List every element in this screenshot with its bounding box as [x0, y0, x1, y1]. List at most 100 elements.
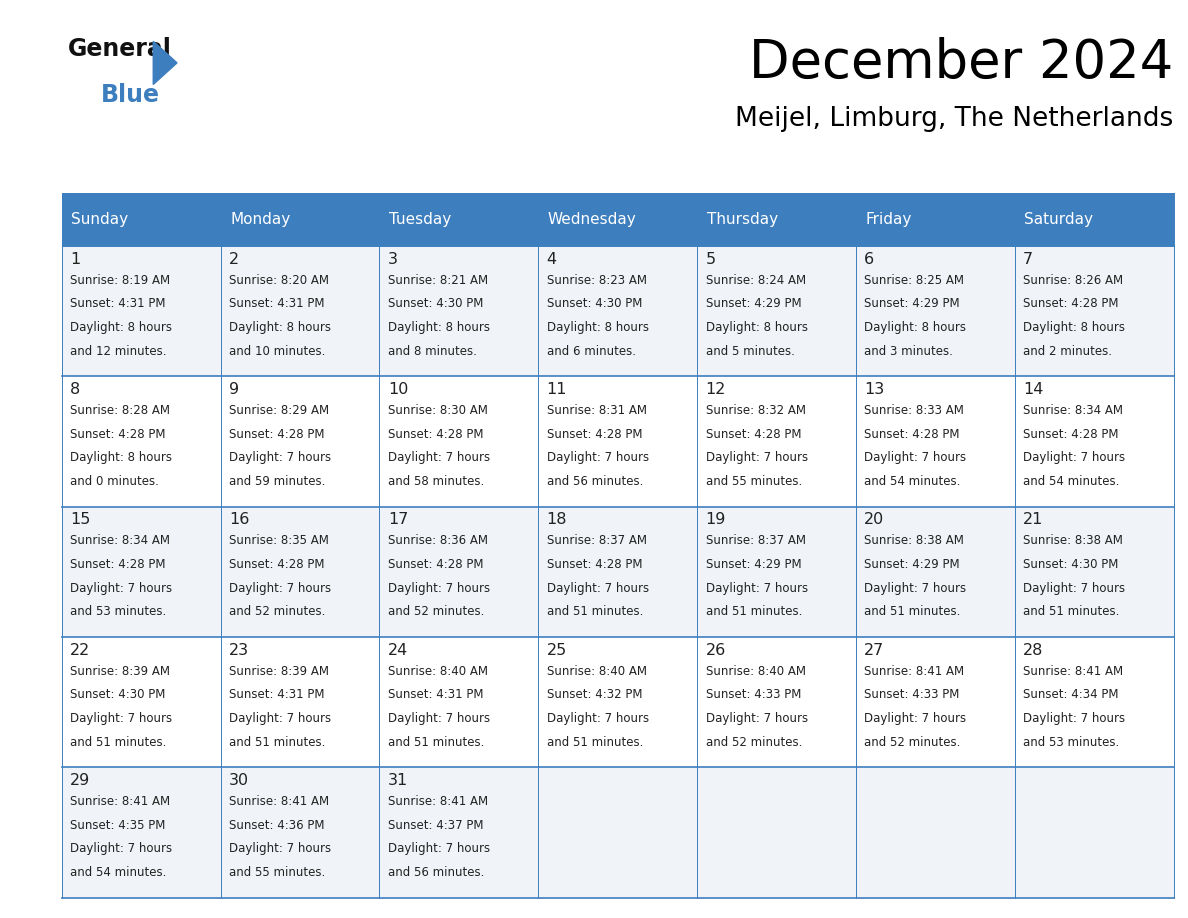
Text: Sunset: 4:29 PM: Sunset: 4:29 PM	[865, 297, 960, 310]
Bar	[379, 246, 538, 376]
Text: and 51 minutes.: and 51 minutes.	[1023, 605, 1119, 619]
Text: Sunrise: 8:25 AM: Sunrise: 8:25 AM	[865, 274, 965, 286]
Text: December 2024: December 2024	[750, 37, 1174, 89]
Text: Daylight: 7 hours: Daylight: 7 hours	[387, 452, 489, 465]
Text: Sunrise: 8:34 AM: Sunrise: 8:34 AM	[70, 534, 170, 547]
Text: Daylight: 7 hours: Daylight: 7 hours	[865, 452, 967, 465]
Text: Sunset: 4:28 PM: Sunset: 4:28 PM	[546, 428, 643, 441]
Bar	[62, 376, 221, 507]
Text: 23: 23	[229, 643, 249, 657]
Text: Daylight: 8 hours: Daylight: 8 hours	[546, 321, 649, 334]
Text: 2: 2	[229, 252, 239, 266]
Text: 12: 12	[706, 382, 726, 397]
Bar	[1015, 637, 1174, 767]
Text: Sunset: 4:28 PM: Sunset: 4:28 PM	[546, 558, 643, 571]
Text: Daylight: 7 hours: Daylight: 7 hours	[706, 452, 808, 465]
Text: and 52 minutes.: and 52 minutes.	[387, 605, 485, 619]
Bar	[62, 637, 221, 767]
Bar	[62, 767, 221, 898]
Text: Daylight: 7 hours: Daylight: 7 hours	[865, 712, 967, 725]
Bar	[538, 507, 697, 637]
Text: Sunrise: 8:32 AM: Sunrise: 8:32 AM	[706, 404, 805, 417]
Text: and 51 minutes.: and 51 minutes.	[706, 605, 802, 619]
Text: Sunrise: 8:37 AM: Sunrise: 8:37 AM	[706, 534, 805, 547]
Text: and 52 minutes.: and 52 minutes.	[706, 735, 802, 749]
Text: Sunrise: 8:41 AM: Sunrise: 8:41 AM	[70, 795, 170, 808]
Bar	[379, 637, 538, 767]
Text: Daylight: 8 hours: Daylight: 8 hours	[229, 321, 331, 334]
Text: Sunrise: 8:34 AM: Sunrise: 8:34 AM	[1023, 404, 1123, 417]
Text: Sunset: 4:31 PM: Sunset: 4:31 PM	[70, 297, 165, 310]
Text: and 2 minutes.: and 2 minutes.	[1023, 344, 1112, 358]
Bar	[697, 193, 857, 246]
Text: and 51 minutes.: and 51 minutes.	[387, 735, 485, 749]
Text: and 55 minutes.: and 55 minutes.	[706, 475, 802, 488]
Text: Meijel, Limburg, The Netherlands: Meijel, Limburg, The Netherlands	[735, 106, 1174, 131]
Text: Sunset: 4:34 PM: Sunset: 4:34 PM	[1023, 688, 1119, 701]
Text: Daylight: 7 hours: Daylight: 7 hours	[229, 452, 331, 465]
Text: Sunrise: 8:36 AM: Sunrise: 8:36 AM	[387, 534, 488, 547]
Text: and 52 minutes.: and 52 minutes.	[229, 605, 326, 619]
Text: Sunrise: 8:38 AM: Sunrise: 8:38 AM	[865, 534, 965, 547]
Bar	[697, 376, 857, 507]
Bar	[1015, 376, 1174, 507]
Text: and 8 minutes.: and 8 minutes.	[387, 344, 476, 358]
Text: 10: 10	[387, 382, 409, 397]
Text: 11: 11	[546, 382, 567, 397]
Text: and 51 minutes.: and 51 minutes.	[70, 735, 166, 749]
Bar	[221, 507, 379, 637]
Text: Sunset: 4:28 PM: Sunset: 4:28 PM	[865, 428, 960, 441]
Text: Sunrise: 8:33 AM: Sunrise: 8:33 AM	[865, 404, 965, 417]
Text: Sunset: 4:31 PM: Sunset: 4:31 PM	[229, 297, 324, 310]
Text: 28: 28	[1023, 643, 1043, 657]
Text: Sunset: 4:30 PM: Sunset: 4:30 PM	[546, 297, 642, 310]
Text: and 56 minutes.: and 56 minutes.	[546, 475, 643, 488]
Bar	[697, 637, 857, 767]
Text: Daylight: 8 hours: Daylight: 8 hours	[865, 321, 966, 334]
Text: and 51 minutes.: and 51 minutes.	[546, 605, 643, 619]
Text: Daylight: 7 hours: Daylight: 7 hours	[229, 843, 331, 856]
Text: Sunset: 4:37 PM: Sunset: 4:37 PM	[387, 819, 484, 832]
Bar	[857, 376, 1015, 507]
Text: 17: 17	[387, 512, 409, 527]
Bar	[1015, 767, 1174, 898]
Text: 24: 24	[387, 643, 407, 657]
Text: and 58 minutes.: and 58 minutes.	[387, 475, 484, 488]
Text: Daylight: 8 hours: Daylight: 8 hours	[1023, 321, 1125, 334]
Text: Sunrise: 8:38 AM: Sunrise: 8:38 AM	[1023, 534, 1123, 547]
Text: Sunrise: 8:31 AM: Sunrise: 8:31 AM	[546, 404, 646, 417]
Text: Sunrise: 8:29 AM: Sunrise: 8:29 AM	[229, 404, 329, 417]
Text: Sunset: 4:30 PM: Sunset: 4:30 PM	[70, 688, 165, 701]
Text: Sunset: 4:35 PM: Sunset: 4:35 PM	[70, 819, 165, 832]
Text: Daylight: 8 hours: Daylight: 8 hours	[387, 321, 489, 334]
Text: and 0 minutes.: and 0 minutes.	[70, 475, 159, 488]
Text: Daylight: 8 hours: Daylight: 8 hours	[70, 321, 172, 334]
Text: Daylight: 7 hours: Daylight: 7 hours	[387, 843, 489, 856]
Bar	[379, 767, 538, 898]
Bar	[857, 767, 1015, 898]
Text: and 52 minutes.: and 52 minutes.	[865, 735, 961, 749]
Text: Sunrise: 8:40 AM: Sunrise: 8:40 AM	[706, 665, 805, 677]
Text: 1: 1	[70, 252, 81, 266]
Text: 25: 25	[546, 643, 567, 657]
Text: Daylight: 7 hours: Daylight: 7 hours	[229, 582, 331, 595]
Text: 5: 5	[706, 252, 715, 266]
Text: and 5 minutes.: and 5 minutes.	[706, 344, 795, 358]
Text: and 59 minutes.: and 59 minutes.	[229, 475, 326, 488]
Bar	[538, 376, 697, 507]
Bar	[1015, 193, 1174, 246]
Bar	[62, 246, 221, 376]
Text: General: General	[68, 37, 171, 61]
Bar	[857, 193, 1015, 246]
Text: 26: 26	[706, 643, 726, 657]
Text: Sunrise: 8:39 AM: Sunrise: 8:39 AM	[229, 665, 329, 677]
Text: Sunrise: 8:40 AM: Sunrise: 8:40 AM	[387, 665, 488, 677]
Text: and 12 minutes.: and 12 minutes.	[70, 344, 166, 358]
Text: Sunset: 4:28 PM: Sunset: 4:28 PM	[387, 558, 484, 571]
Text: Sunset: 4:28 PM: Sunset: 4:28 PM	[229, 558, 324, 571]
Text: 27: 27	[865, 643, 885, 657]
Text: 19: 19	[706, 512, 726, 527]
Bar	[538, 246, 697, 376]
Bar	[221, 637, 379, 767]
Text: 22: 22	[70, 643, 90, 657]
